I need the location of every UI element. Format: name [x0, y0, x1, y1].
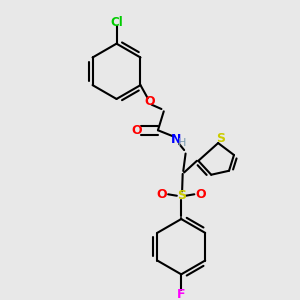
Text: N: N — [171, 134, 181, 146]
Text: O: O — [144, 95, 154, 108]
Text: O: O — [195, 188, 206, 201]
Text: S: S — [177, 189, 186, 202]
Text: H: H — [178, 138, 186, 148]
Text: O: O — [131, 124, 142, 137]
Text: O: O — [156, 188, 167, 201]
Text: S: S — [217, 132, 226, 145]
Text: F: F — [177, 288, 185, 300]
Text: Cl: Cl — [110, 16, 123, 29]
